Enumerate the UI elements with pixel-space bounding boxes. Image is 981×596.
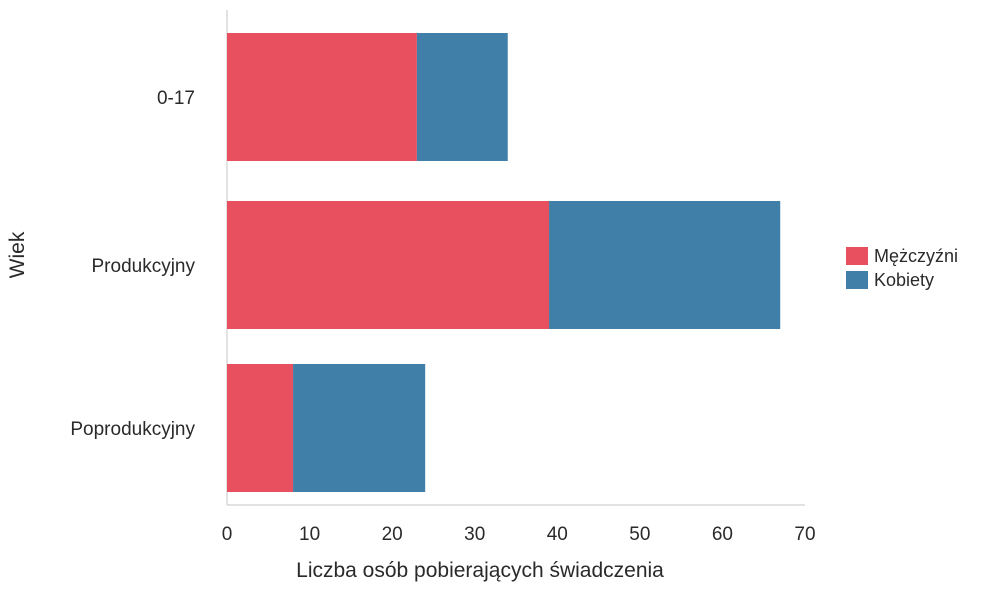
x-tick-label-6: 60 bbox=[712, 524, 733, 545]
bar-men-2 bbox=[227, 364, 294, 492]
x-axis-title: Liczba osób pobierających świadczenia bbox=[296, 559, 664, 582]
legend: Mężczyźni Kobiety bbox=[846, 246, 958, 290]
category-label-0: 0-17 bbox=[157, 88, 195, 109]
legend-swatch-0 bbox=[846, 247, 868, 265]
y-axis-title: Wiek bbox=[6, 231, 29, 278]
x-tick-labels: 0 10 20 30 40 50 60 70 bbox=[222, 524, 816, 545]
plot-area: 0 10 20 30 40 50 60 70 0-17 Produkcyjny Poprodukc… bbox=[70, 10, 816, 545]
category-label-1: Produkcyjny bbox=[92, 256, 196, 277]
bar-women-0 bbox=[416, 33, 508, 161]
bar-women-2 bbox=[293, 364, 426, 492]
x-tick-label-7: 70 bbox=[794, 524, 815, 545]
category-labels: 0-17 Produkcyjny Poprodukcyjny bbox=[70, 88, 195, 440]
x-tick-label-1: 10 bbox=[299, 524, 320, 545]
x-tick-label-2: 20 bbox=[382, 524, 403, 545]
bars bbox=[227, 33, 781, 492]
x-tick-label-3: 30 bbox=[464, 524, 485, 545]
category-label-2: Poprodukcyjny bbox=[70, 419, 195, 440]
bar-men-0 bbox=[227, 33, 417, 161]
x-tick-label-0: 0 bbox=[222, 524, 233, 545]
legend-swatch-1 bbox=[846, 271, 868, 289]
legend-label-0: Mężczyźni bbox=[874, 246, 958, 266]
x-tick-label-4: 40 bbox=[547, 524, 568, 545]
bar-men-1 bbox=[227, 201, 550, 329]
legend-label-1: Kobiety bbox=[874, 270, 934, 290]
bar-women-1 bbox=[549, 201, 781, 329]
x-tick-label-5: 50 bbox=[629, 524, 650, 545]
